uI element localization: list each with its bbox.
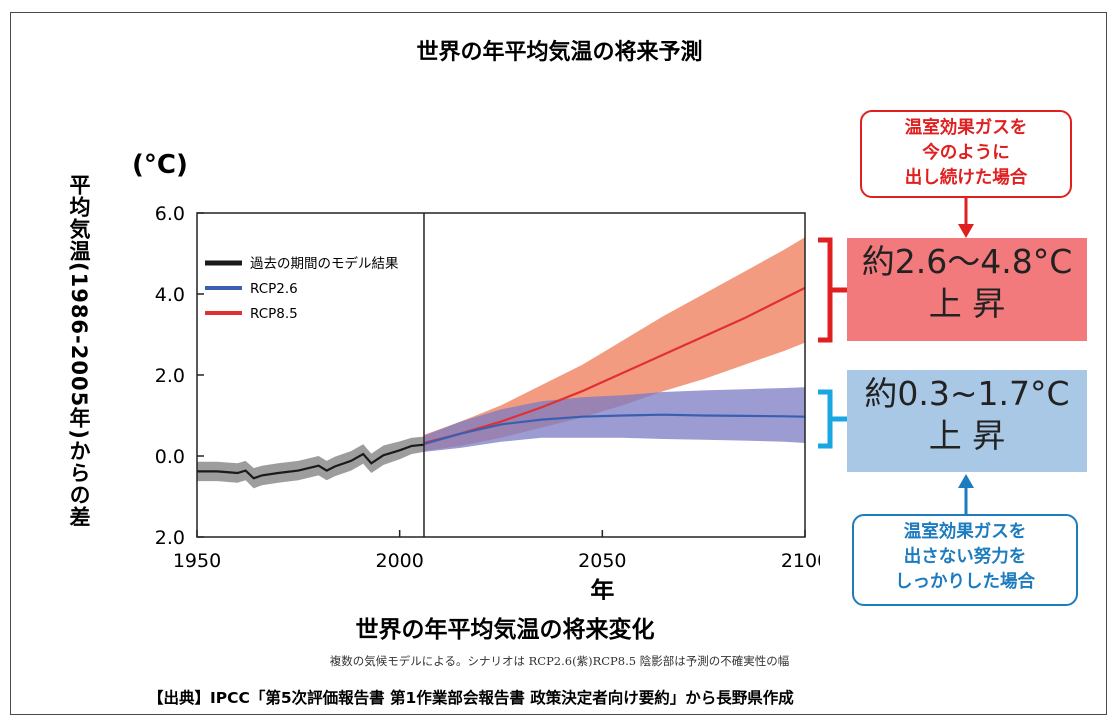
blue-bracket	[818, 389, 833, 449]
callout-line: 温室効果ガスを	[904, 118, 1028, 138]
source-citation: 【出典】IPCC「第5次評価報告書 第1作業部会報告書 政策決定者向け要約」から…	[148, 689, 794, 707]
chart-note: 複数の気候モデルによる。シナリオは RCP2.6(紫)RCP8.5 陰影部は予測…	[329, 654, 790, 668]
band-RCP2.6	[424, 387, 805, 452]
line-過去の期間のモデル結果	[197, 443, 425, 480]
y-tick-label: 6.0	[155, 203, 185, 225]
y-tick-label: 2.0	[155, 365, 185, 387]
x-axis-label: 年	[590, 577, 614, 600]
axis-ticks: 6.04.02.00.02.01950200020502100	[155, 203, 820, 572]
legend-label: 過去の期間のモデル結果	[250, 255, 399, 272]
y-axis-label: 平均気温(1986-2005年)からの差	[67, 174, 91, 528]
band-RCP8.5	[424, 237, 805, 452]
y-tick-label: 4.0	[155, 284, 185, 306]
red-arrow-head	[958, 224, 974, 238]
x-tick-label: 2050	[578, 550, 626, 572]
temperature-chart: 6.04.02.00.02.01950200020502100 過去の期間のモデ…	[155, 203, 820, 600]
line-RCP2.6	[423, 413, 806, 445]
figure-frame	[10, 12, 1107, 715]
band-過去の期間のモデル結果	[197, 436, 424, 489]
low-range-text: 約0.3~1.7°C	[864, 374, 1070, 413]
blue-arrow-head	[958, 474, 974, 488]
callout-line: 出さない努力を	[903, 547, 1027, 567]
line-RCP8.5	[423, 286, 806, 445]
red-bracket	[818, 237, 833, 343]
low-scenario-box: 約0.3~1.7°C 上 昇	[847, 370, 1087, 472]
uncertainty-bands	[197, 237, 805, 489]
callout-line: 出し続けた場合	[904, 168, 1028, 188]
high-emission-callout: 温室効果ガスを 今のように 出し続けた場合	[860, 110, 1072, 198]
y-tick-label: 0.0	[155, 446, 185, 468]
series-lines	[197, 286, 806, 480]
x-tick-label: 1950	[173, 550, 221, 572]
unit-label: (°C)	[132, 150, 188, 180]
legend-label: RCP8.5	[250, 306, 298, 322]
callout-line: 今のように	[922, 143, 1010, 163]
high-rise-text: 上 昇	[928, 284, 1006, 323]
callout-line: 温室効果ガスを	[903, 522, 1027, 542]
legend: 過去の期間のモデル結果 RCP2.6 RCP8.5	[205, 255, 399, 322]
page-title: 世界の年平均気温の将来予測	[416, 40, 703, 65]
x-tick-label: 2000	[375, 550, 423, 572]
y-tick-label: 2.0	[155, 527, 185, 549]
legend-label: RCP2.6	[250, 281, 298, 297]
high-range-text: 約2.6〜4.8°C	[861, 242, 1073, 281]
x-tick-label: 2100	[781, 550, 820, 572]
low-emission-callout: 温室効果ガスを 出さない努力を しっかりした場合	[852, 514, 1078, 606]
callout-line: しっかりした場合	[895, 572, 1035, 592]
low-rise-text: 上 昇	[928, 416, 1006, 455]
high-scenario-box: 約2.6〜4.8°C 上 昇	[847, 238, 1087, 341]
chart-subtitle: 世界の年平均気温の将来変化	[355, 617, 655, 643]
